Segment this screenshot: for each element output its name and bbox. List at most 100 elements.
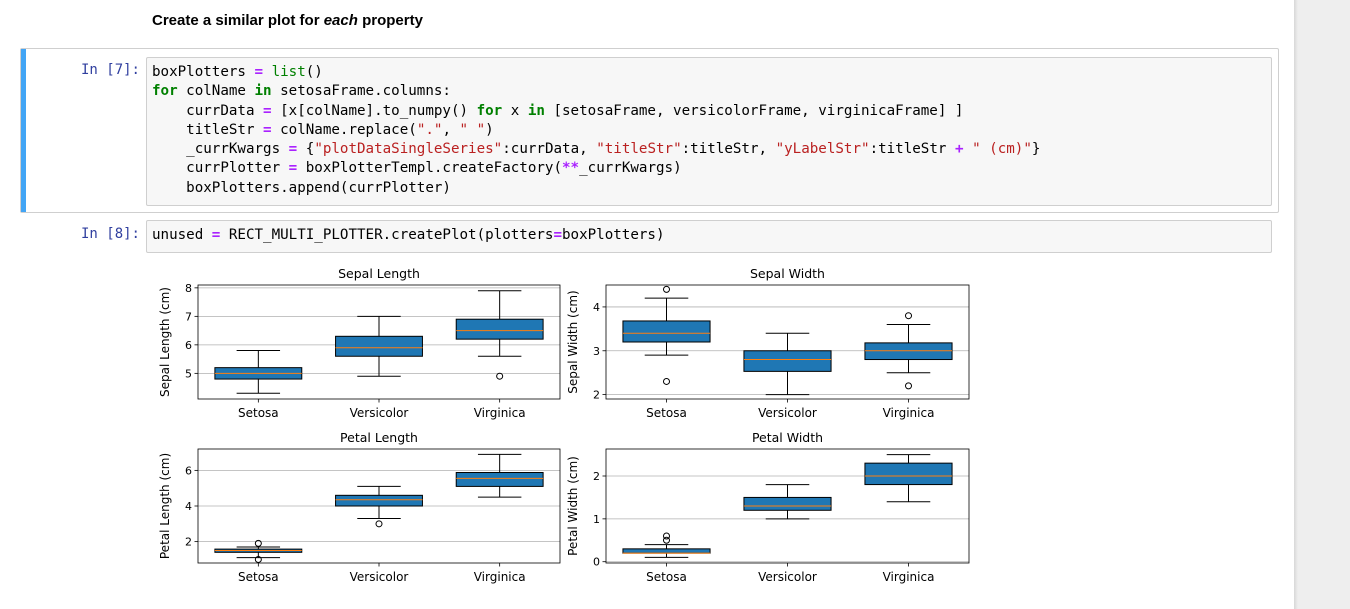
code-token: :titleStr, bbox=[681, 141, 776, 158]
y-tick-label: 1 bbox=[593, 513, 600, 526]
code-token: setosaFrame.columns: bbox=[271, 83, 451, 100]
code-token: " (cm)" bbox=[972, 141, 1032, 158]
box-virginica bbox=[455, 453, 544, 498]
box-versicolor bbox=[743, 484, 832, 520]
notebook-page: Create a similar plot for each property … bbox=[0, 0, 1294, 609]
subplot-title: Sepal Width bbox=[750, 266, 825, 281]
y-tick-label: 5 bbox=[185, 367, 192, 380]
iqr-box bbox=[622, 548, 711, 554]
y-tick-label: 2 bbox=[185, 536, 192, 549]
code-token: { bbox=[297, 141, 315, 158]
outlier-point bbox=[905, 382, 912, 390]
box-versicolor bbox=[335, 315, 423, 377]
code-token: _currKwargs) bbox=[579, 160, 682, 177]
cell-selection-bar bbox=[21, 49, 26, 212]
code-token: list bbox=[271, 64, 306, 80]
x-tick-label: Versicolor bbox=[350, 570, 409, 584]
code-token: "titleStr" bbox=[596, 141, 682, 158]
outlier-point bbox=[663, 532, 670, 540]
box-versicolor bbox=[335, 485, 423, 528]
y-tick-label: 6 bbox=[185, 339, 192, 352]
box-virginica bbox=[455, 290, 544, 380]
code-token: in bbox=[254, 83, 272, 100]
code-token: = bbox=[263, 102, 272, 119]
code-token: for bbox=[152, 83, 178, 100]
axes-frame bbox=[605, 284, 970, 400]
code-token: ) bbox=[485, 121, 494, 138]
code-token: [setosaFrame, versicolorFrame, virginica… bbox=[544, 102, 964, 119]
cell-7-input[interactable]: boxPlotters = list() for colName in seto… bbox=[146, 57, 1272, 206]
cell-8-output: 5 6 7 8 Setosa Versicolor Virginica Sepal Lengt… bbox=[150, 262, 980, 597]
box-setosa bbox=[214, 539, 303, 563]
cell-8-code[interactable]: unused = RECT_MULTI_PLOTTER.createPlot(p… bbox=[152, 226, 665, 245]
iqr-box bbox=[622, 320, 711, 343]
box-virginica bbox=[864, 454, 953, 503]
y-tick-label: 0 bbox=[593, 556, 600, 569]
code-token bbox=[964, 141, 973, 157]
code-token: () bbox=[305, 64, 323, 80]
code-token: colName bbox=[177, 83, 255, 100]
code-cell-selected[interactable] bbox=[20, 48, 1279, 213]
notebook-edge-shadow bbox=[1294, 0, 1298, 609]
x-tick-label: Setosa bbox=[646, 406, 687, 420]
code-token: boxPlotterTempl.createFactory( bbox=[297, 160, 563, 177]
box-setosa bbox=[622, 532, 711, 558]
box-setosa bbox=[622, 285, 711, 385]
subplot-sepal-length: 5 6 7 8 Setosa Versicolor Virginica Sepal Lengt… bbox=[158, 266, 561, 420]
code-token bbox=[263, 64, 272, 80]
outlier-point bbox=[905, 312, 912, 320]
cell-8-prompt: In [8]: bbox=[80, 226, 140, 242]
x-tick-label: Virginica bbox=[474, 570, 526, 584]
code-token: "plotDataSingleSeries" bbox=[314, 141, 503, 158]
subplot-title: Petal Width bbox=[752, 430, 823, 445]
code-token: = bbox=[254, 64, 264, 80]
box-setosa bbox=[214, 350, 303, 394]
outlier-point bbox=[375, 520, 383, 528]
code-token: = bbox=[288, 160, 298, 177]
code-token: RECT_MULTI_PLOTTER.createPlot(plotters bbox=[220, 227, 554, 243]
axes-frame bbox=[197, 448, 561, 564]
code-token: , bbox=[442, 121, 460, 138]
outlier-point bbox=[663, 377, 670, 385]
y-tick-label: 6 bbox=[185, 464, 192, 477]
code-token: unused bbox=[152, 227, 212, 243]
subplot-sepal-width: 2 3 4 Setosa Versicolor Virginica Sepal Width S… bbox=[566, 266, 970, 420]
cell-8-input[interactable]: unused = RECT_MULTI_PLOTTER.createPlot(p… bbox=[146, 220, 1272, 253]
code-token: = bbox=[211, 227, 221, 243]
iqr-box bbox=[864, 462, 953, 486]
outlier-point bbox=[663, 536, 670, 544]
iqr-box bbox=[455, 472, 544, 487]
y-axis-label: Petal Width (cm) bbox=[566, 456, 580, 556]
code-token: boxPlotters bbox=[152, 64, 255, 80]
axes-frame bbox=[605, 448, 970, 564]
outlier-point bbox=[254, 539, 262, 547]
x-tick-label: Versicolor bbox=[758, 570, 817, 584]
cell-7-code[interactable]: boxPlotters = list() for colName in seto… bbox=[152, 63, 1040, 198]
x-tick-label: Versicolor bbox=[350, 406, 409, 420]
outlier-point bbox=[496, 372, 504, 380]
x-tick-label: Virginica bbox=[883, 570, 935, 584]
y-tick-label: 2 bbox=[593, 470, 600, 483]
y-axis-label: Sepal Length (cm) bbox=[158, 287, 172, 397]
box-virginica bbox=[864, 312, 953, 390]
outlier-point bbox=[663, 285, 670, 293]
y-tick-label: 4 bbox=[185, 500, 192, 513]
subplot-title: Sepal Length bbox=[338, 266, 420, 281]
axes-frame bbox=[197, 284, 561, 400]
cell-7-prompt: In [7]: bbox=[80, 62, 140, 78]
code-token: boxPlotters) bbox=[562, 227, 665, 243]
code-token: ** bbox=[562, 160, 580, 177]
y-axis-label: Petal Length (cm) bbox=[158, 453, 172, 559]
y-axis-label: Sepal Width (cm) bbox=[566, 290, 580, 393]
code-token: titleStr bbox=[152, 121, 264, 138]
x-tick-label: Virginica bbox=[883, 406, 935, 420]
x-tick-label: Setosa bbox=[238, 406, 279, 420]
iqr-box bbox=[743, 496, 832, 511]
x-tick-label: Setosa bbox=[646, 570, 687, 584]
markdown-text-before: Create a similar plot for bbox=[152, 12, 324, 29]
x-tick-label: Setosa bbox=[238, 570, 279, 584]
markdown-text-after: property bbox=[357, 12, 423, 29]
y-tick-label: 2 bbox=[593, 389, 600, 402]
code-token: currData bbox=[152, 102, 264, 119]
code-token: for bbox=[476, 102, 503, 119]
